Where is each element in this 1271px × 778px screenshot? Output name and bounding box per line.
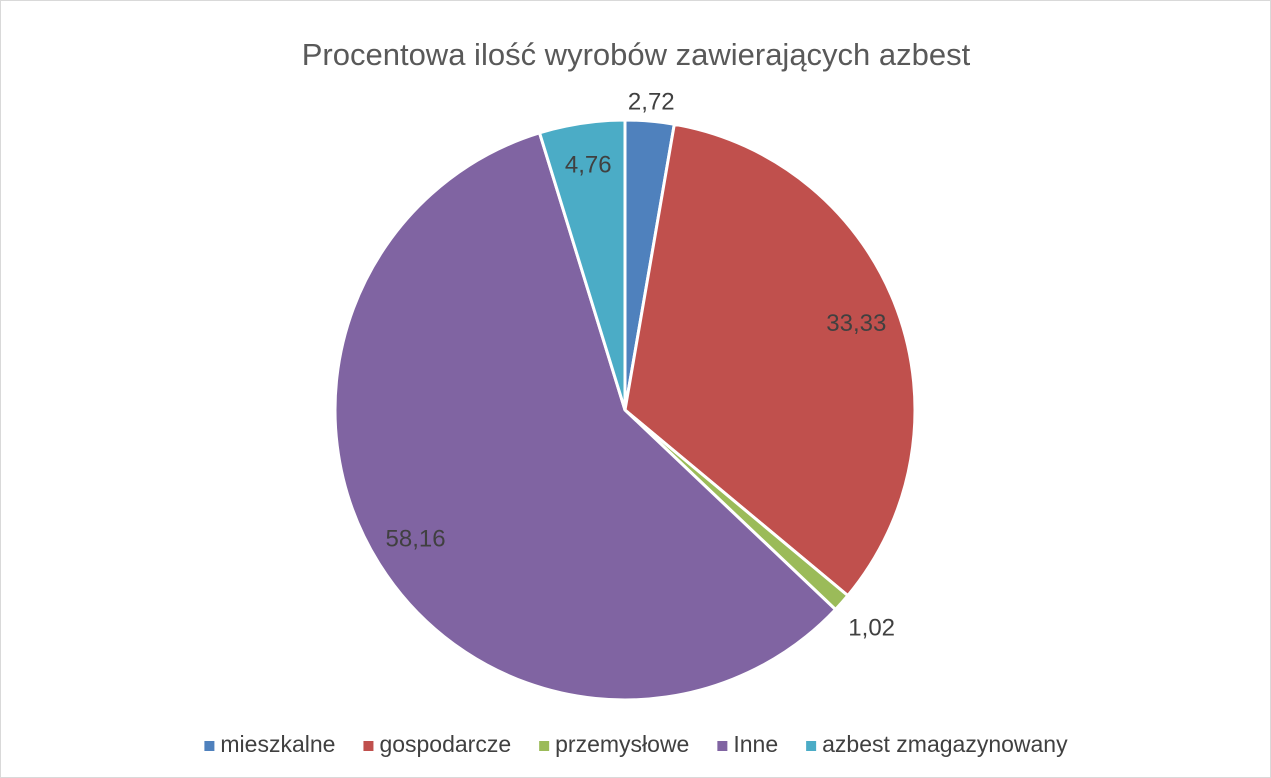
pie-slice xyxy=(333,130,838,702)
legend-swatch xyxy=(539,741,550,751)
legend-swatch xyxy=(717,741,728,751)
chart-title: Procentowa ilość wyrobów zawierających a… xyxy=(302,37,971,72)
data-label: 2,72 xyxy=(628,88,675,115)
legend-label: Inne xyxy=(733,731,778,757)
legend-label: azbest zmagazynowany xyxy=(822,731,1068,757)
data-label: 1,02 xyxy=(848,615,895,642)
legend-swatch xyxy=(806,741,817,751)
legend-label: mieszkalne xyxy=(220,731,335,757)
data-label: 4,76 xyxy=(565,152,612,179)
pie-slice xyxy=(623,122,917,598)
legend-label: gospodarcze xyxy=(379,731,511,757)
pie-slice xyxy=(537,118,627,411)
legend-swatch xyxy=(363,741,374,751)
data-label: 33,33 xyxy=(826,310,886,337)
data-label: 58,16 xyxy=(386,525,446,552)
legend-swatch xyxy=(204,741,215,751)
legend-label: przemysłowe xyxy=(555,731,689,757)
